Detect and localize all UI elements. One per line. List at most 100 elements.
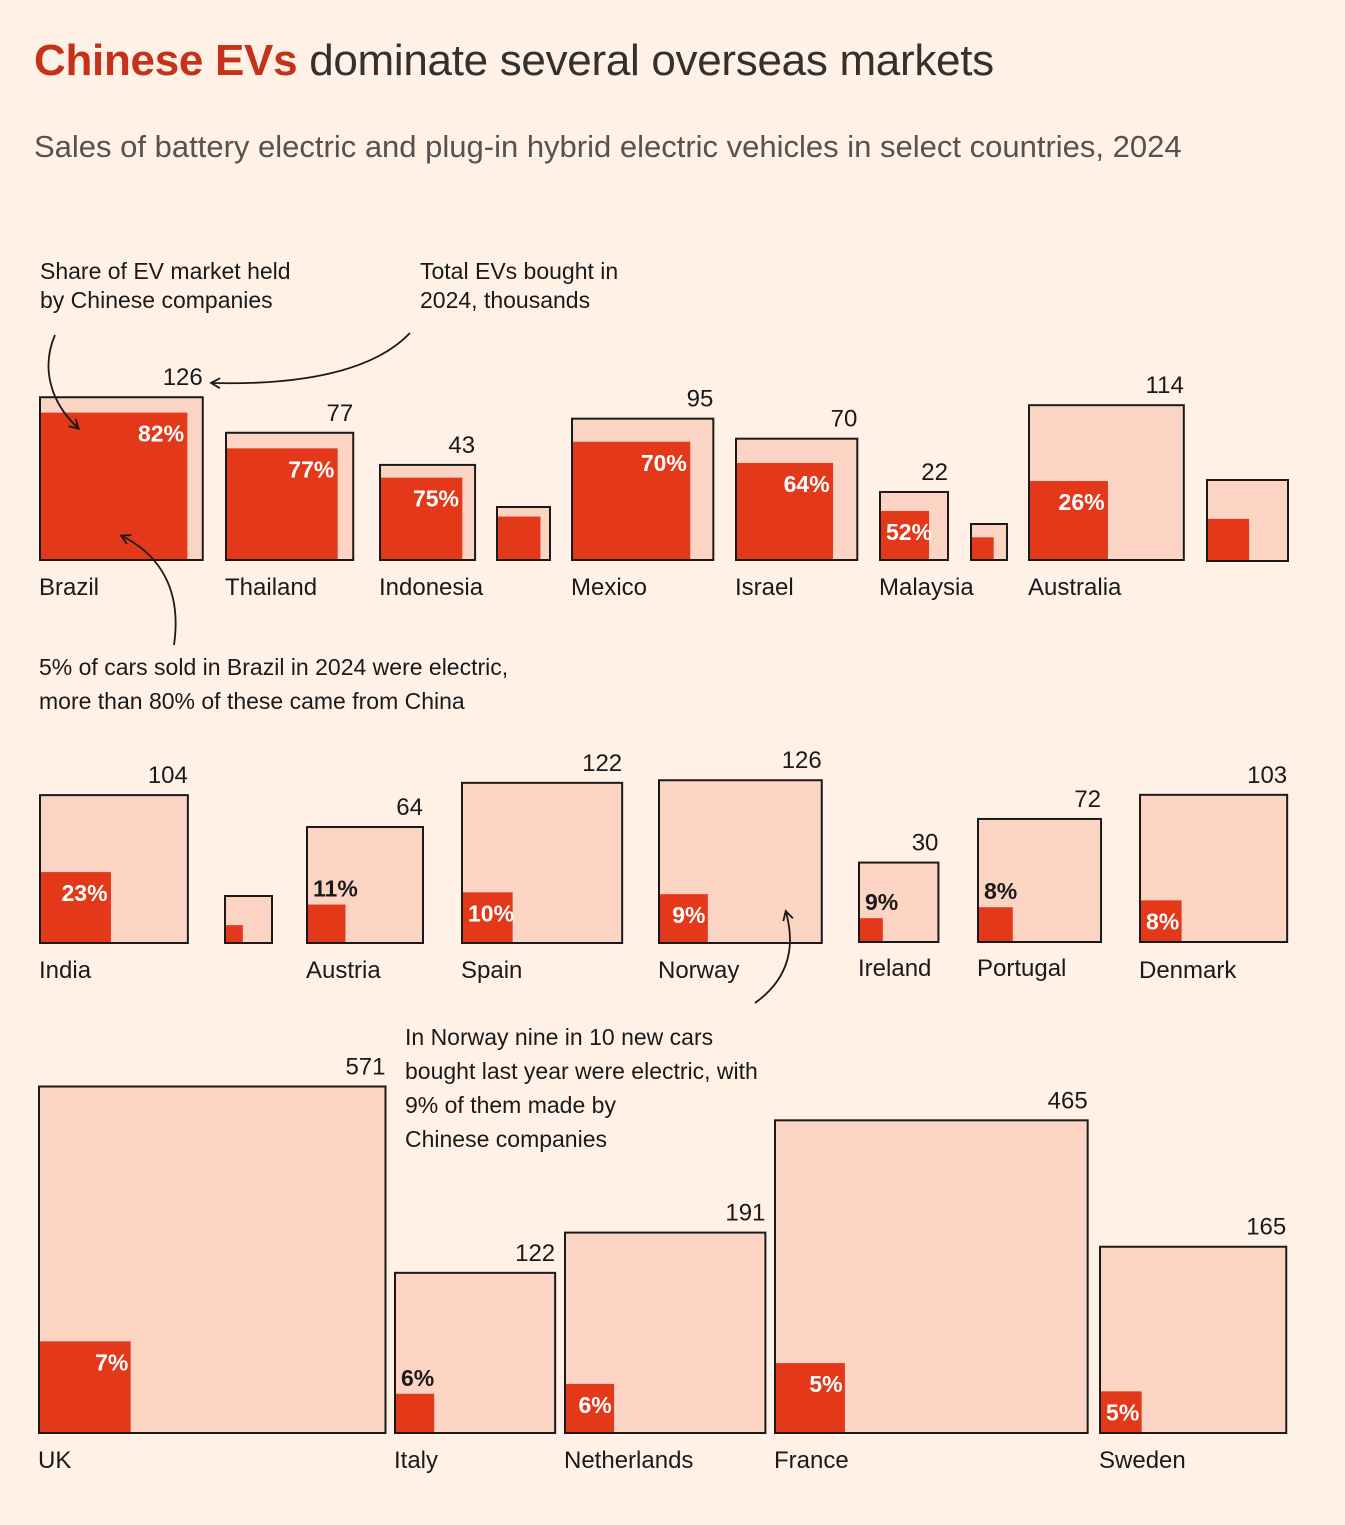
- country-france: 5% 465 France: [774, 1087, 1089, 1474]
- country-malaysia: 52% 22 Malaysia: [879, 459, 974, 601]
- share-label: 10%: [468, 900, 514, 926]
- chinese-share-square: [881, 510, 930, 559]
- total-label: 126: [163, 364, 203, 391]
- country-unlabelled-11: [224, 895, 273, 944]
- share-legend-line-1: Share of EV market held: [40, 258, 291, 284]
- country-sweden: 5% 165 Sweden: [1099, 1214, 1288, 1474]
- country-unlabelled-9: [1206, 479, 1289, 562]
- share-legend-line-2: by Chinese companies: [40, 287, 273, 313]
- total-square: [38, 1085, 387, 1434]
- total-label: 126: [782, 747, 822, 774]
- share-label: 52%: [886, 519, 932, 545]
- total-label: 77: [327, 400, 354, 427]
- country-label: Netherlands: [564, 1447, 693, 1474]
- chinese-share-square: [1101, 1391, 1142, 1432]
- country-label: Spain: [461, 957, 522, 984]
- total-label: 72: [1074, 786, 1101, 813]
- total-label: 22: [921, 459, 948, 486]
- country-label: Norway: [658, 957, 739, 984]
- chinese-share-square: [40, 1341, 131, 1432]
- country-label: Brazil: [39, 574, 99, 601]
- total-label: 122: [515, 1240, 555, 1267]
- country-netherlands: 6% 191 Netherlands: [564, 1200, 767, 1474]
- total-label: 30: [912, 830, 939, 857]
- country-spain: 10% 122 Spain: [461, 750, 624, 984]
- country-label: Thailand: [225, 574, 317, 601]
- brazil-note-line-2: more than 80% of these came from China: [39, 688, 465, 714]
- share-label: 82%: [138, 421, 184, 447]
- share-label: 77%: [288, 456, 334, 482]
- country-india: 23% 104 India: [39, 762, 189, 984]
- country-australia: 26% 114 Australia: [1028, 372, 1185, 601]
- country-unlabelled-7: [970, 523, 1008, 561]
- norway-note-line-1: In Norway nine in 10 new cars: [405, 1024, 713, 1050]
- chart-title-rest: dominate several overseas markets: [297, 36, 994, 85]
- share-label: 7%: [95, 1349, 128, 1375]
- share-label: 23%: [62, 880, 108, 906]
- share-label: 75%: [413, 486, 459, 512]
- total-label: 114: [1146, 372, 1184, 399]
- share-label: 5%: [1106, 1399, 1139, 1425]
- country-italy: 6% 122 Italy: [394, 1240, 557, 1474]
- norway-note-line-4: Chinese companies: [405, 1126, 607, 1152]
- country-label: Sweden: [1099, 1447, 1186, 1474]
- total-label: 571: [345, 1054, 385, 1081]
- total-label: 43: [448, 432, 475, 459]
- svg-text:In Norway nine in 10 new cars: In Norway nine in 10 new cars: [405, 1024, 713, 1050]
- brazil-note-line-1: 5% of cars sold in Brazil in 2024 were e…: [39, 654, 508, 680]
- country-label: Italy: [394, 1447, 438, 1474]
- share-label: 8%: [1146, 908, 1179, 934]
- chinese-share-square: [41, 872, 111, 942]
- country-ireland: 9% 30 Ireland: [858, 830, 940, 982]
- country-label: Portugal: [977, 955, 1066, 982]
- country-brazil: 82% 126 Brazil: [39, 364, 204, 601]
- country-denmark: 8% 103 Denmark: [1139, 762, 1289, 984]
- total-label: 191: [725, 1200, 765, 1227]
- total-label: 70: [831, 406, 858, 433]
- total-legend-line-1: Total EVs bought in: [420, 258, 618, 284]
- chinese-share-square: [737, 462, 834, 559]
- country-label: Malaysia: [879, 574, 974, 601]
- chart-title-accent: Chinese EVs: [34, 36, 298, 85]
- country-label: Israel: [735, 574, 794, 601]
- country-norway: 9% 126 Norway: [658, 747, 823, 984]
- country-label: UK: [38, 1447, 71, 1474]
- country-uk: 7% 571 UK: [38, 1054, 387, 1474]
- chinese-share-square: [396, 1393, 435, 1432]
- arrow-total-legend: [209, 332, 411, 389]
- chinese-share-square: [1208, 518, 1250, 560]
- svg-text:5% of cars sold in Brazil in 2: 5% of cars sold in Brazil in 2024 were e…: [39, 654, 508, 680]
- svg-text:2024, thousands: 2024, thousands: [420, 287, 590, 313]
- chinese-share-square: [498, 516, 541, 559]
- annotation-brazil-note: 5% of cars sold in Brazil in 2024 were e…: [39, 654, 508, 714]
- total-legend-line-2: 2024, thousands: [420, 287, 590, 313]
- country-israel: 64% 70 Israel: [735, 406, 859, 601]
- svg-text:Total EVs bought in: Total EVs bought in: [420, 258, 618, 284]
- country-label: Denmark: [1139, 957, 1237, 984]
- chinese-share-square: [1141, 900, 1182, 941]
- annotation-share-legend: Share of EV market held by Chinese compa…: [40, 258, 291, 313]
- chinese-share-square: [381, 477, 463, 559]
- country-unlabelled-3: [496, 506, 551, 561]
- svg-text:Chinese companies: Chinese companies: [405, 1126, 607, 1152]
- total-label: 95: [687, 386, 714, 413]
- chinese-share-square: [566, 1383, 615, 1432]
- country-label: Australia: [1028, 574, 1122, 601]
- share-label: 64%: [784, 471, 830, 497]
- country-portugal: 8% 72 Portugal: [977, 786, 1103, 982]
- svg-text:bought last year were electric: bought last year were electric, with: [405, 1058, 758, 1084]
- share-label: 9%: [672, 902, 705, 928]
- share-label: 11%: [313, 876, 358, 902]
- svg-text:by Chinese companies: by Chinese companies: [40, 287, 273, 313]
- country-thailand: 77% 77 Thailand: [225, 400, 355, 601]
- total-label: 103: [1247, 762, 1287, 789]
- chart-subtitle: Sales of battery electric and plug-in hy…: [34, 129, 1182, 164]
- share-label: 5%: [809, 1371, 842, 1397]
- chinese-share-square: [972, 537, 994, 559]
- annotation-total-legend: Total EVs bought in 2024, thousands: [420, 258, 618, 313]
- arrow-share-legend: [47, 334, 81, 430]
- chinese-share-square: [573, 441, 691, 559]
- country-label: France: [774, 1447, 849, 1474]
- chinese-share-square: [226, 925, 243, 942]
- total-label: 122: [582, 750, 622, 777]
